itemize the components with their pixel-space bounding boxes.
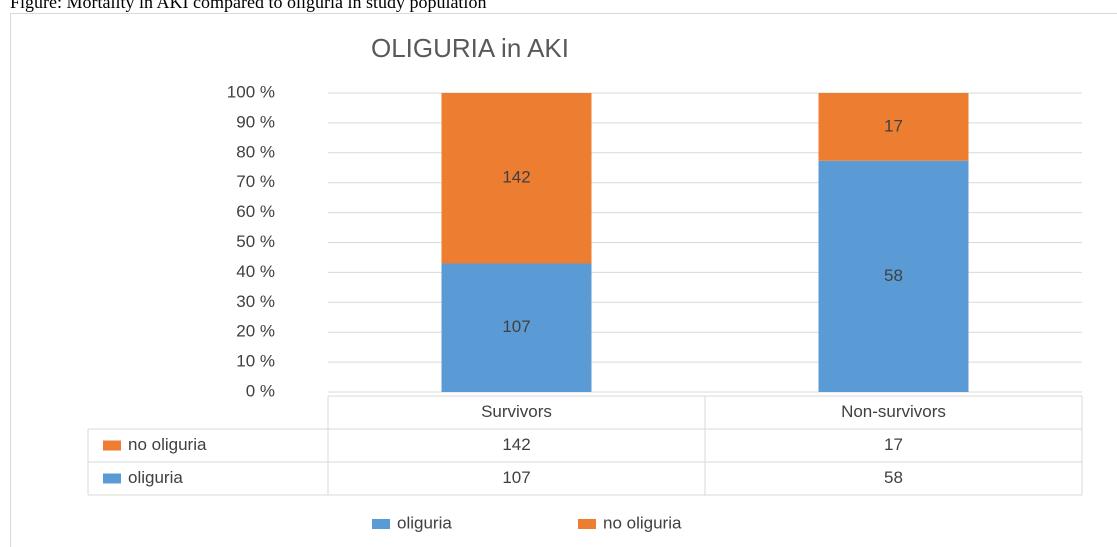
x-tick-label: Survivors (481, 402, 552, 421)
y-tick-label: 70 % (236, 172, 275, 191)
legend-key (372, 519, 390, 529)
y-tick-label: 90 % (236, 112, 275, 131)
table-legend-key (103, 473, 121, 484)
table-cell: 142 (502, 435, 530, 454)
legend-label: no oliguria (603, 513, 682, 532)
data-label: 58 (884, 266, 903, 285)
table-row-label: no oliguria (128, 435, 207, 454)
table-cell: 58 (884, 468, 903, 487)
chart-title: OLIGURIA in AKI (371, 33, 569, 63)
x-tick-label: Non-survivors (841, 402, 946, 421)
bar-segment (818, 93, 969, 161)
data-label: 142 (502, 168, 530, 187)
y-tick-label: 50 % (236, 232, 275, 251)
y-tick-label: 80 % (236, 142, 275, 161)
table-row-label: oliguria (128, 468, 183, 487)
caption: Figure: Mortality in AKI compared to oli… (10, 0, 486, 12)
bar-segment (818, 160, 969, 392)
data-label: 17 (884, 116, 903, 135)
table-legend-key (103, 440, 121, 451)
y-tick-label: 20 % (236, 322, 275, 341)
y-tick-label: 10 % (236, 352, 275, 371)
table-cell: 107 (502, 468, 530, 487)
bar-segment (441, 93, 592, 264)
table-cell: 17 (884, 435, 903, 454)
legend-label: oliguria (397, 513, 452, 532)
chart-frame (10, 13, 1117, 547)
legend-key (578, 519, 596, 529)
y-tick-label: 0 % (246, 381, 275, 400)
data-label: 107 (502, 317, 530, 336)
y-tick-label: 30 % (236, 292, 275, 311)
y-tick-label: 40 % (236, 262, 275, 281)
bar-segment (441, 263, 592, 392)
y-tick-label: 60 % (236, 202, 275, 221)
y-tick-label: 100 % (227, 82, 275, 101)
